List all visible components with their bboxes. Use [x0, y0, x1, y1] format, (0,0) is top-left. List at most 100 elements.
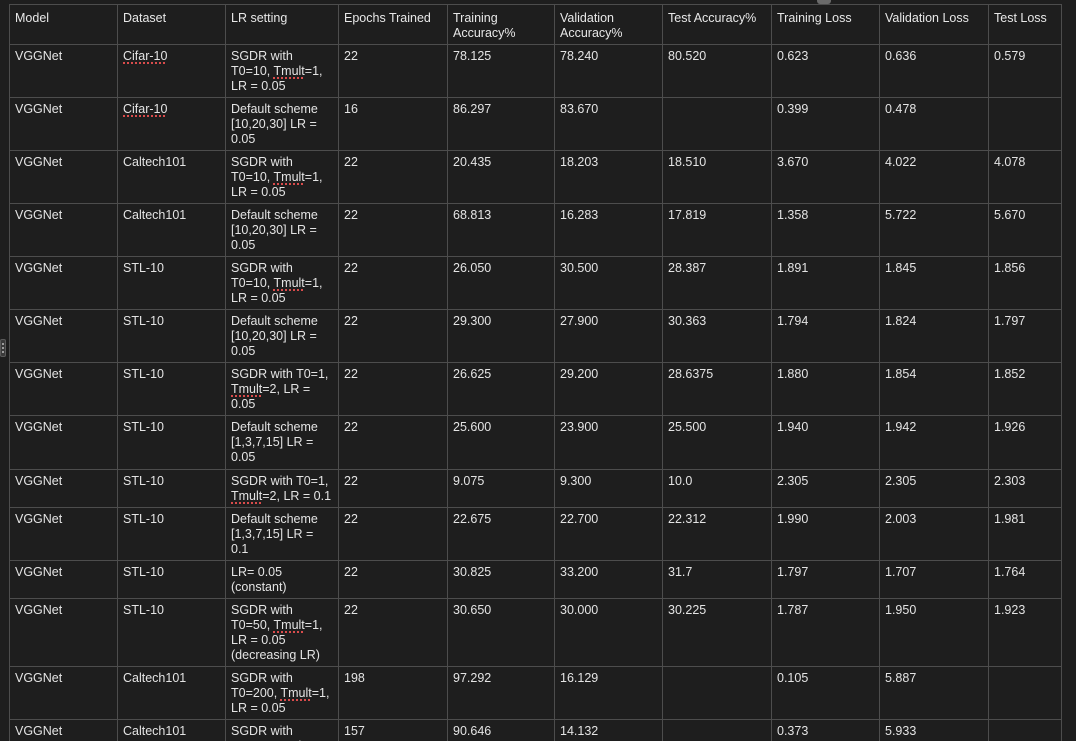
cell-lr-setting[interactable]: LR= 0.05 (constant) — [225, 560, 339, 599]
cell-validation-loss[interactable]: 4.022 — [879, 150, 989, 204]
cell-validation-accuracy[interactable]: 22.700 — [554, 507, 663, 561]
cell-validation-loss[interactable]: 1.707 — [879, 560, 989, 599]
cell-test-loss[interactable]: 1.856 — [988, 256, 1062, 310]
cell-epochs-trained[interactable]: 198 — [338, 666, 448, 720]
cell-training-accuracy[interactable]: 90.646 — [447, 719, 555, 741]
cell-validation-loss[interactable]: 2.003 — [879, 507, 989, 561]
cell-validation-accuracy[interactable]: 33.200 — [554, 560, 663, 599]
cell-model[interactable]: VGGNet — [9, 150, 118, 204]
cell-test-accuracy[interactable] — [662, 666, 772, 720]
cell-test-accuracy[interactable] — [662, 719, 772, 741]
cell-validation-accuracy[interactable]: 18.203 — [554, 150, 663, 204]
cell-training-accuracy[interactable]: 30.650 — [447, 598, 555, 667]
cell-epochs-trained[interactable]: 22 — [338, 598, 448, 667]
cell-model[interactable]: VGGNet — [9, 666, 118, 720]
cell-test-accuracy[interactable]: 80.520 — [662, 44, 772, 98]
cell-training-accuracy[interactable]: 9.075 — [447, 469, 555, 508]
cell-dataset[interactable]: STL-10 — [117, 415, 226, 470]
cell-validation-loss[interactable]: 5.887 — [879, 666, 989, 720]
cell-validation-loss[interactable]: 5.722 — [879, 203, 989, 257]
cell-validation-loss[interactable]: 1.845 — [879, 256, 989, 310]
cell-test-loss[interactable] — [988, 666, 1062, 720]
cell-epochs-trained[interactable]: 16 — [338, 97, 448, 151]
resize-handle-icon[interactable] — [0, 339, 6, 357]
cell-test-loss[interactable]: 1.923 — [988, 598, 1062, 667]
cell-lr-setting[interactable]: SGDR with T0=10, Tmult=1, LR = 0.05 — [225, 150, 339, 204]
cell-training-loss[interactable]: 1.797 — [771, 560, 880, 599]
cell-lr-setting[interactable]: SGDR with T0=50, Tmult=1, LR = 0.05 — [225, 719, 339, 741]
cell-test-loss[interactable]: 2.303 — [988, 469, 1062, 508]
cell-lr-setting[interactable]: SGDR with T0=10, Tmult=1, LR = 0.05 — [225, 256, 339, 310]
cell-dataset[interactable]: Cifar-10 — [117, 44, 226, 98]
cell-test-loss[interactable] — [988, 97, 1062, 151]
header-test-accuracy[interactable]: Test Accuracy% — [662, 4, 772, 45]
cell-training-accuracy[interactable]: 86.297 — [447, 97, 555, 151]
header-dataset[interactable]: Dataset — [117, 4, 226, 45]
cell-test-loss[interactable]: 0.579 — [988, 44, 1062, 98]
cell-lr-setting[interactable]: Default scheme [10,20,30] LR = 0.05 — [225, 309, 339, 363]
cell-training-loss[interactable]: 3.670 — [771, 150, 880, 204]
cell-epochs-trained[interactable]: 22 — [338, 44, 448, 98]
cell-test-accuracy[interactable]: 25.500 — [662, 415, 772, 470]
cell-epochs-trained[interactable]: 22 — [338, 309, 448, 363]
cell-validation-loss[interactable]: 1.824 — [879, 309, 989, 363]
header-validation-loss[interactable]: Validation Loss — [879, 4, 989, 45]
cell-validation-loss[interactable]: 1.942 — [879, 415, 989, 470]
cell-epochs-trained[interactable]: 22 — [338, 203, 448, 257]
cell-lr-setting[interactable]: SGDR with T0=10, Tmult=1, LR = 0.05 — [225, 44, 339, 98]
cell-training-loss[interactable]: 1.940 — [771, 415, 880, 470]
cell-test-accuracy[interactable]: 31.7 — [662, 560, 772, 599]
cell-lr-setting[interactable]: Default scheme [1,3,7,15] LR = 0.1 — [225, 507, 339, 561]
cell-training-loss[interactable]: 2.305 — [771, 469, 880, 508]
cell-training-loss[interactable]: 1.794 — [771, 309, 880, 363]
cell-dataset[interactable]: STL-10 — [117, 560, 226, 599]
cell-validation-accuracy[interactable]: 30.500 — [554, 256, 663, 310]
cell-validation-loss[interactable]: 0.478 — [879, 97, 989, 151]
cell-validation-loss[interactable]: 5.933 — [879, 719, 989, 741]
cell-model[interactable]: VGGNet — [9, 560, 118, 599]
cell-lr-setting[interactable]: Default scheme [10,20,30] LR = 0.05 — [225, 203, 339, 257]
cell-model[interactable]: VGGNet — [9, 415, 118, 470]
header-validation-accuracy[interactable]: Validation Accuracy% — [554, 4, 663, 45]
cell-dataset[interactable]: STL-10 — [117, 309, 226, 363]
cell-validation-accuracy[interactable]: 29.200 — [554, 362, 663, 416]
cell-validation-loss[interactable]: 2.305 — [879, 469, 989, 508]
cell-training-loss[interactable]: 0.623 — [771, 44, 880, 98]
cell-epochs-trained[interactable]: 22 — [338, 469, 448, 508]
cell-validation-accuracy[interactable]: 30.000 — [554, 598, 663, 667]
cell-dataset[interactable]: Caltech101 — [117, 666, 226, 720]
cell-training-loss[interactable]: 1.990 — [771, 507, 880, 561]
header-test-loss[interactable]: Test Loss — [988, 4, 1062, 45]
cell-validation-accuracy[interactable]: 78.240 — [554, 44, 663, 98]
cell-training-accuracy[interactable]: 22.675 — [447, 507, 555, 561]
cell-epochs-trained[interactable]: 22 — [338, 150, 448, 204]
cell-training-accuracy[interactable]: 29.300 — [447, 309, 555, 363]
cell-test-loss[interactable] — [988, 719, 1062, 741]
cell-validation-accuracy[interactable]: 16.283 — [554, 203, 663, 257]
cell-dataset[interactable]: Caltech101 — [117, 719, 226, 741]
cell-lr-setting[interactable]: Default scheme [10,20,30] LR = 0.05 — [225, 97, 339, 151]
cell-model[interactable]: VGGNet — [9, 362, 118, 416]
cell-lr-setting[interactable]: SGDR with T0=50, Tmult=1, LR = 0.05 (dec… — [225, 598, 339, 667]
cell-model[interactable]: VGGNet — [9, 97, 118, 151]
cell-test-accuracy[interactable]: 17.819 — [662, 203, 772, 257]
cell-training-loss[interactable]: 1.787 — [771, 598, 880, 667]
header-training-loss[interactable]: Training Loss — [771, 4, 880, 45]
cell-training-loss[interactable]: 1.880 — [771, 362, 880, 416]
cell-training-accuracy[interactable]: 26.625 — [447, 362, 555, 416]
cell-test-accuracy[interactable]: 30.363 — [662, 309, 772, 363]
cell-test-accuracy[interactable] — [662, 97, 772, 151]
cell-test-accuracy[interactable]: 28.6375 — [662, 362, 772, 416]
cell-validation-accuracy[interactable]: 16.129 — [554, 666, 663, 720]
cell-test-accuracy[interactable]: 28.387 — [662, 256, 772, 310]
header-model[interactable]: Model — [9, 4, 118, 45]
cell-test-accuracy[interactable]: 30.225 — [662, 598, 772, 667]
cell-test-loss[interactable]: 1.797 — [988, 309, 1062, 363]
cell-validation-accuracy[interactable]: 23.900 — [554, 415, 663, 470]
cell-validation-loss[interactable]: 1.950 — [879, 598, 989, 667]
cell-epochs-trained[interactable]: 22 — [338, 560, 448, 599]
cell-lr-setting[interactable]: SGDR with T0=1, Tmult=2, LR = 0.1 — [225, 469, 339, 508]
cell-dataset[interactable]: Caltech101 — [117, 203, 226, 257]
cell-dataset[interactable]: STL-10 — [117, 507, 226, 561]
header-epochs-trained[interactable]: Epochs Trained — [338, 4, 448, 45]
